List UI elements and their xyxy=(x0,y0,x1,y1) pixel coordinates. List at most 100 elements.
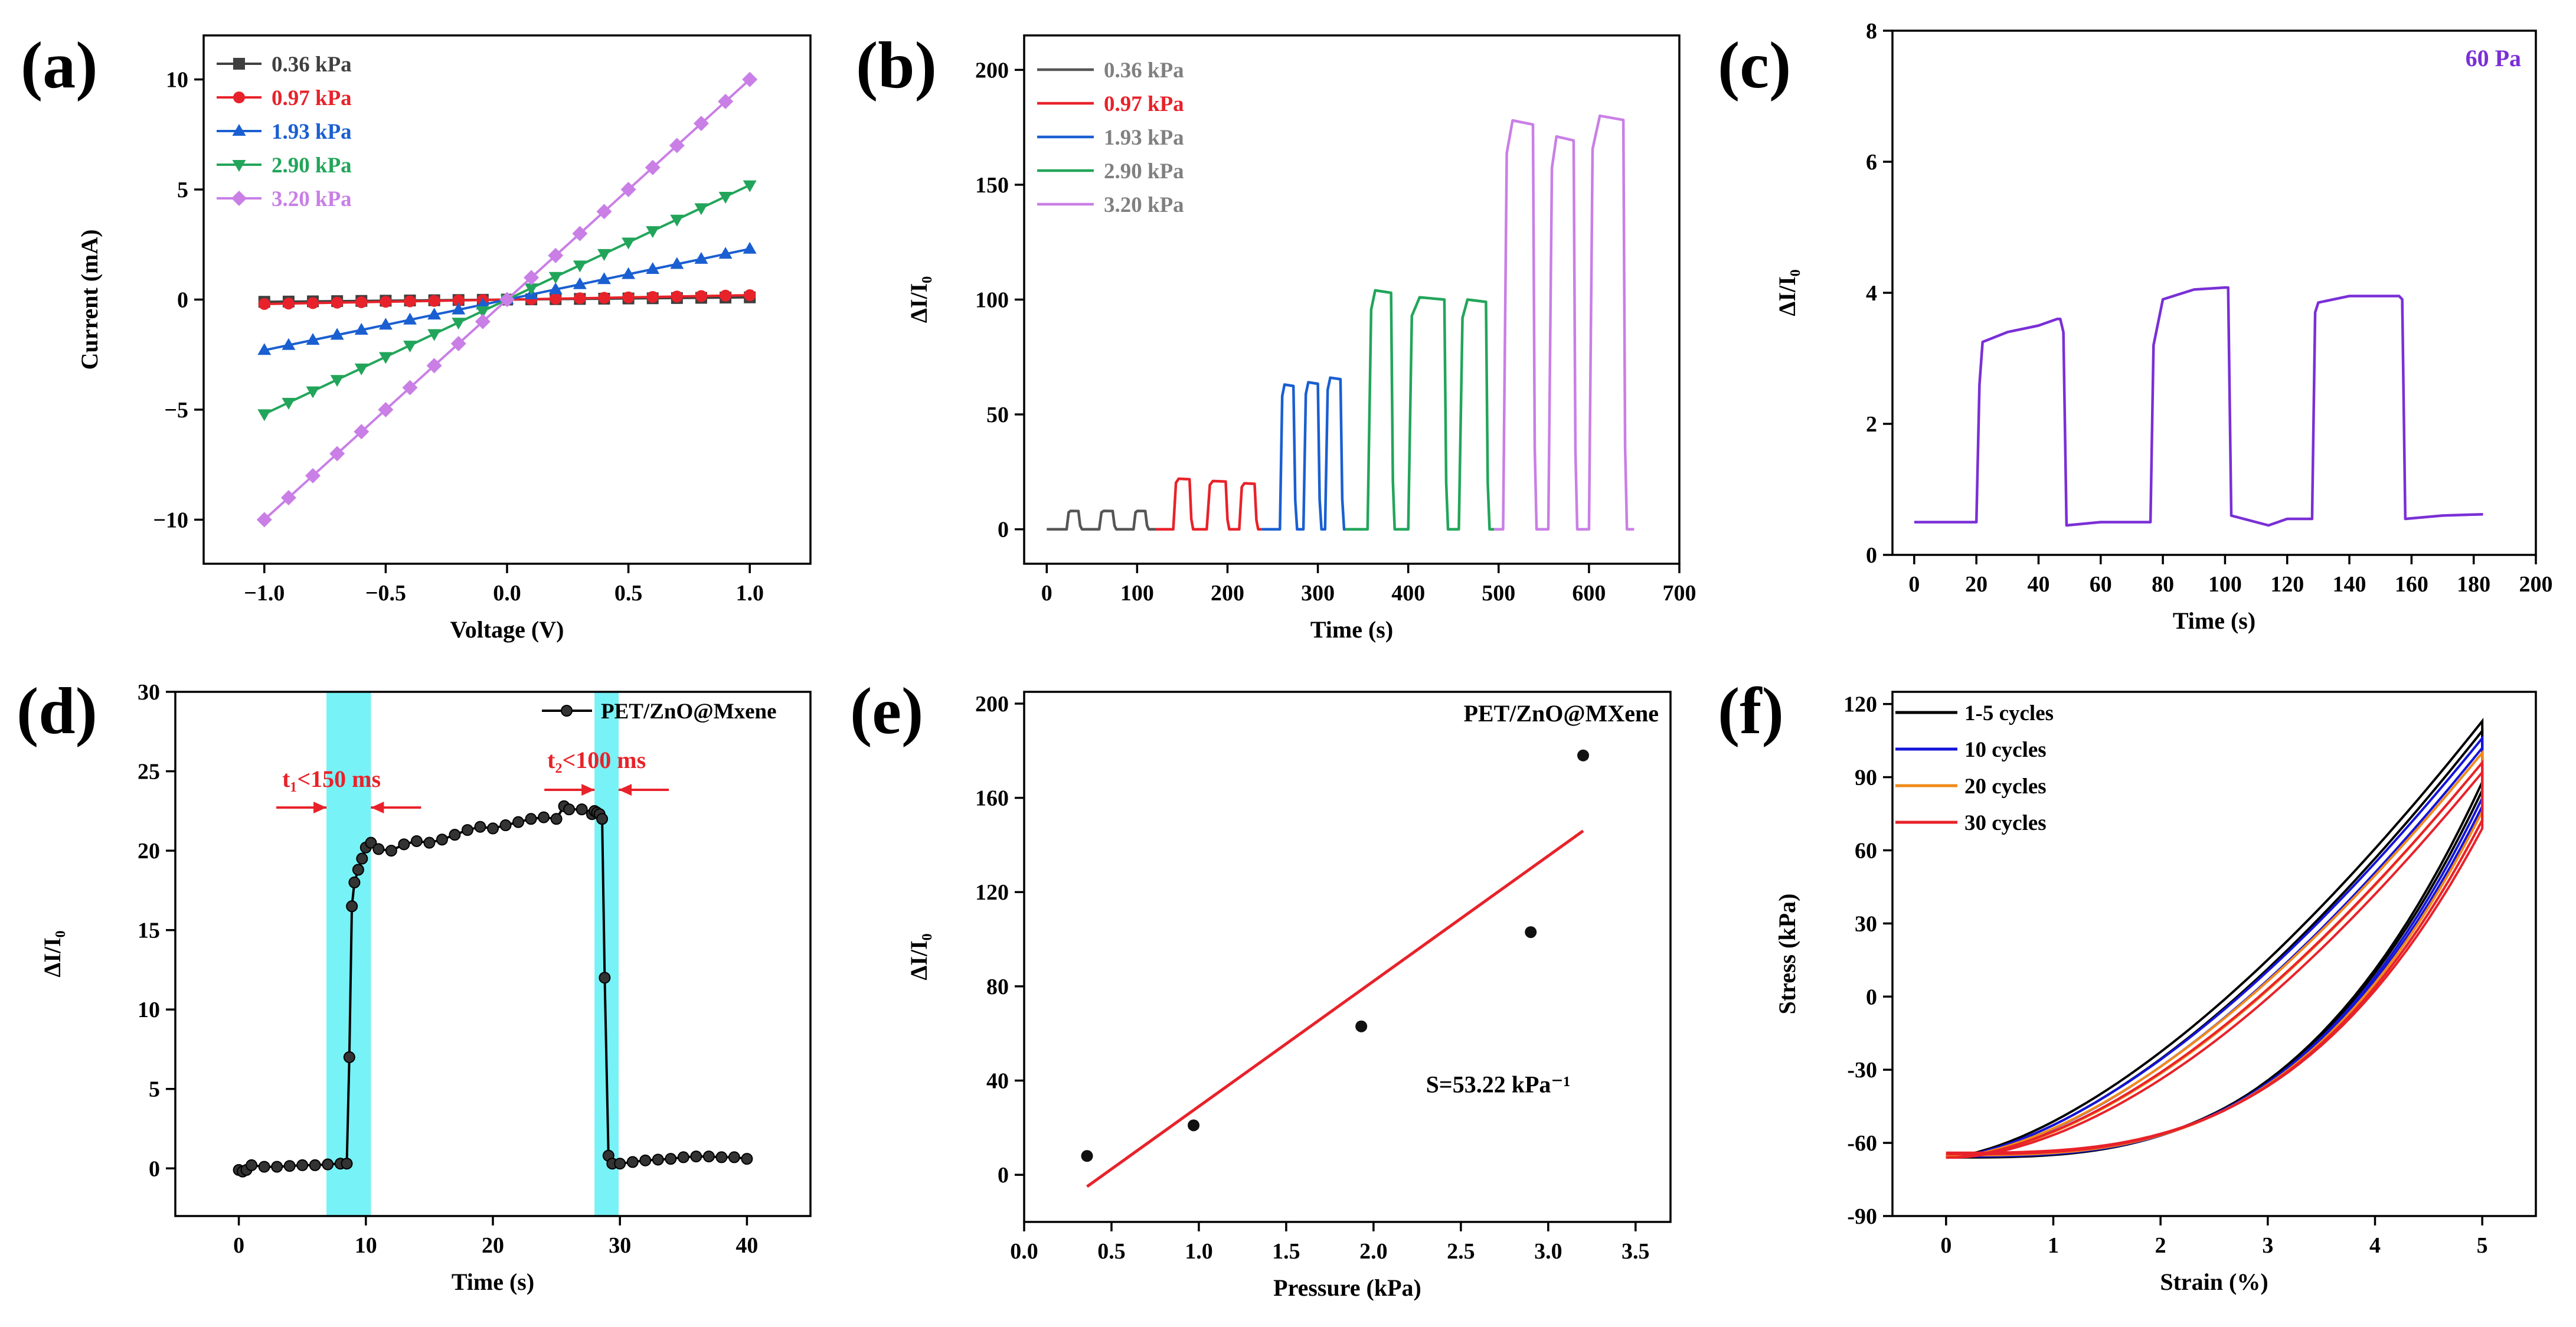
data-point xyxy=(574,292,586,304)
y-tick-label: -30 xyxy=(1847,1058,1877,1083)
y-tick-label: 90 xyxy=(1855,766,1877,790)
x-tick-label: 3.0 xyxy=(1534,1239,1562,1264)
y-tick-label: 25 xyxy=(138,760,160,785)
data-point xyxy=(246,1160,257,1171)
data-point xyxy=(501,820,511,831)
panel-label: (e) xyxy=(850,675,923,748)
panel-label: (a) xyxy=(21,29,98,102)
x-tick-label: 0.0 xyxy=(1010,1239,1038,1264)
y-axis-label: ΔI/I₀ xyxy=(1774,269,1800,316)
annotation-slope: S=53.22 kPa⁻¹ xyxy=(1426,1071,1571,1097)
data-point xyxy=(598,292,610,304)
y-tick-label: 10 xyxy=(166,68,188,93)
annotation-60pa: 60 Pa xyxy=(2466,45,2521,71)
y-tick-label: 2 xyxy=(1866,412,1877,437)
x-axis-label: Pressure (kPa) xyxy=(1273,1274,1421,1301)
data-point xyxy=(272,1162,282,1172)
legend-marker xyxy=(561,705,572,716)
data-point xyxy=(353,864,364,875)
data-point xyxy=(640,1155,650,1166)
x-tick-label: 400 xyxy=(1391,581,1425,606)
x-tick-label: 0.5 xyxy=(1097,1239,1126,1264)
data-point xyxy=(355,296,367,308)
legend-label: 1.93 kPa xyxy=(1104,126,1184,150)
y-tick-label: 5 xyxy=(149,1077,160,1102)
legend-label: 20 cycles xyxy=(1964,774,2047,799)
y-tick-label: 0 xyxy=(998,518,1009,542)
data-point xyxy=(614,1158,625,1169)
data-point xyxy=(349,877,359,888)
x-tick-label: 40 xyxy=(735,1233,758,1258)
data-point xyxy=(344,1052,355,1063)
legend-label: 0.97 kPa xyxy=(1104,92,1184,116)
data-point xyxy=(283,298,295,309)
panel-label: (d) xyxy=(17,675,97,748)
y-tick-label: 80 xyxy=(986,975,1009,999)
y-tick-label: 10 xyxy=(138,998,160,1022)
x-tick-label: −1.0 xyxy=(244,581,285,606)
x-tick-label: 3.5 xyxy=(1622,1239,1650,1264)
x-tick-label: 700 xyxy=(1663,581,1696,606)
data-point xyxy=(665,1153,676,1164)
x-axis-label: Time (s) xyxy=(2173,607,2255,634)
legend-label: 0.36 kPa xyxy=(272,53,352,77)
data-point xyxy=(577,804,587,815)
x-tick-label: 500 xyxy=(1482,581,1515,606)
data-point xyxy=(386,845,397,856)
x-tick-label: 0 xyxy=(1041,581,1052,606)
data-point xyxy=(307,297,319,309)
data-point xyxy=(716,1152,727,1162)
y-tick-label: −5 xyxy=(164,398,188,423)
y-tick-label: 0 xyxy=(998,1163,1009,1188)
y-tick-label: -90 xyxy=(1847,1204,1877,1229)
legend-label: 2.90 kPa xyxy=(1104,159,1184,184)
legend-label: 2.90 kPa xyxy=(272,153,352,178)
annotation-t1: t₁<150 ms xyxy=(282,766,381,792)
x-tick-label: 120 xyxy=(2270,572,2304,597)
y-tick-label: 30 xyxy=(138,680,160,705)
data-point xyxy=(342,1158,352,1169)
data-point xyxy=(1577,750,1589,761)
y-tick-label: -60 xyxy=(1847,1131,1877,1156)
x-tick-label: 10 xyxy=(355,1233,377,1258)
y-tick-label: 200 xyxy=(975,58,1009,83)
x-tick-label: 200 xyxy=(1211,581,1244,606)
data-point xyxy=(380,296,391,308)
y-axis-label: ΔI/I₀ xyxy=(39,930,66,977)
data-point xyxy=(285,1161,295,1171)
data-point xyxy=(449,829,460,840)
data-point xyxy=(623,292,635,303)
x-tick-label: 40 xyxy=(2027,572,2049,597)
data-point xyxy=(331,297,343,309)
data-point xyxy=(564,804,574,815)
x-axis-label: Time (s) xyxy=(452,1269,534,1295)
x-tick-label: 20 xyxy=(1965,572,1987,597)
data-point xyxy=(310,1160,321,1171)
x-tick-label: 180 xyxy=(2457,572,2490,597)
y-tick-label: 0 xyxy=(1866,543,1877,568)
x-tick-label: 200 xyxy=(2519,572,2553,597)
y-tick-label: 120 xyxy=(1843,692,1877,717)
y-tick-label: 4 xyxy=(1866,281,1877,306)
data-point xyxy=(627,1157,638,1168)
panel-label: (f) xyxy=(1718,675,1784,748)
data-point xyxy=(704,1151,714,1162)
data-point xyxy=(550,293,561,305)
data-point xyxy=(429,295,440,307)
x-tick-label: 1.0 xyxy=(735,581,764,606)
x-tick-label: 0.0 xyxy=(493,581,521,606)
legend-label: 10 cycles xyxy=(1964,738,2047,762)
data-point xyxy=(551,813,562,824)
x-tick-label: 3 xyxy=(2262,1233,2273,1258)
y-tick-label: 50 xyxy=(986,403,1009,427)
x-tick-label: 1 xyxy=(2048,1233,2059,1258)
y-axis-label: ΔI/I₀ xyxy=(905,933,932,980)
y-tick-label: 200 xyxy=(975,692,1009,717)
data-point xyxy=(513,817,524,828)
x-tick-label: −0.5 xyxy=(365,581,406,606)
data-point xyxy=(1081,1150,1093,1162)
x-tick-label: 0 xyxy=(233,1233,244,1258)
legend-label: PET/ZnO@MXene xyxy=(1463,700,1659,727)
data-point xyxy=(1188,1119,1199,1131)
legend-label: 3.20 kPa xyxy=(272,187,352,211)
